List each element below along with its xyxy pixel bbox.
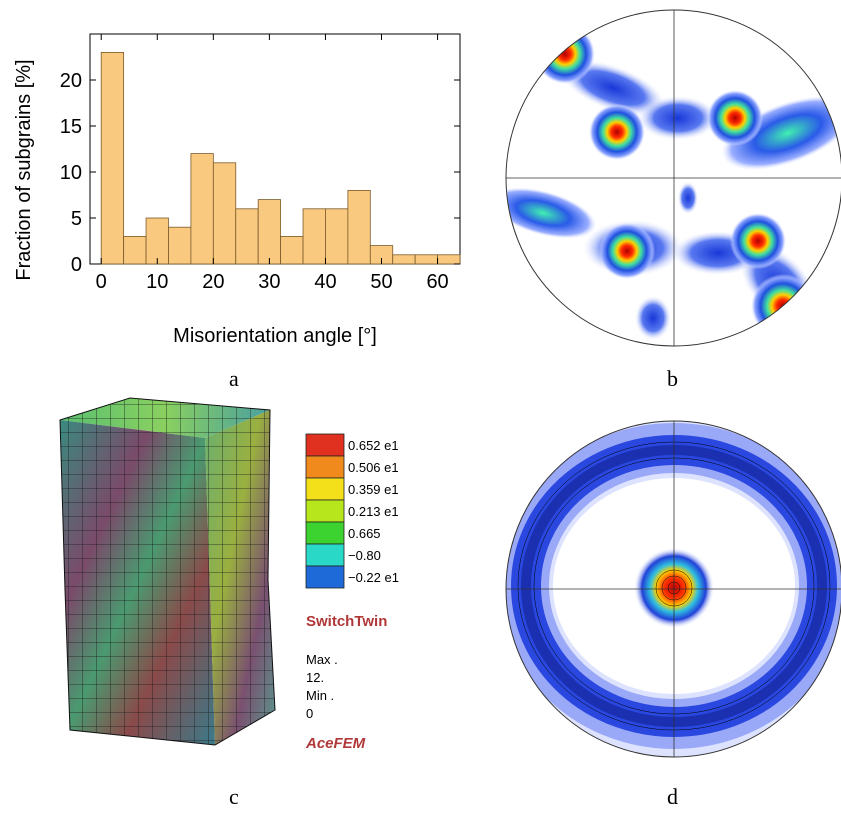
- x-tick-label: 0: [96, 271, 107, 293]
- legend-swatch: [305, 521, 345, 545]
- histogram-bar: [100, 51, 125, 265]
- pole-figure-d: [505, 420, 841, 758]
- histogram-bar: [235, 208, 259, 265]
- y-tick-label: 0: [71, 254, 82, 276]
- legend-max-value: 12.: [306, 670, 324, 685]
- panel-label-b: b: [667, 366, 678, 391]
- x-tick-label: 40: [314, 271, 336, 293]
- histogram-bar: [257, 199, 282, 265]
- histogram-bar: [414, 254, 438, 265]
- x-tick-label: 20: [202, 271, 224, 293]
- legend-swatch: [305, 455, 345, 479]
- y-tick-label: 20: [60, 70, 82, 92]
- histogram-bar: [123, 235, 147, 265]
- color-legend: 0.652 e1 0.506 e1 0.359 e1 0.213 e1 0.665 −0.…: [305, 433, 399, 752]
- histogram-bar: [212, 162, 237, 265]
- fem-mesh-model: [59, 397, 276, 746]
- histogram-bar: [190, 153, 214, 265]
- histogram-bar: [302, 208, 326, 265]
- legend-entry-label: −0.22 e1: [348, 570, 399, 585]
- y-axis-ticks: 0 5 10 15 20: [60, 70, 460, 276]
- legend-swatch: [305, 565, 345, 589]
- panel-label-c: c: [229, 784, 239, 809]
- legend-entry-label: 0.359 e1: [348, 482, 399, 497]
- y-tick-label: 10: [60, 162, 82, 184]
- legend-entry-label: 0.652 e1: [348, 438, 399, 453]
- x-axis-label: Misorientation angle [°]: [173, 325, 377, 347]
- legend-min-label: Min .: [306, 688, 334, 703]
- histogram-bar: [437, 254, 461, 265]
- legend-min-value: 0: [306, 706, 313, 721]
- x-tick-label: 10: [146, 271, 168, 293]
- legend-title: SwitchTwin: [306, 613, 387, 630]
- histogram-bar: [280, 235, 304, 265]
- legend-entry-label: −0.80: [348, 548, 381, 563]
- legend-max-label: Max .: [306, 652, 338, 667]
- legend-entry-label: 0.665: [348, 526, 381, 541]
- legend-swatches: 0.652 e1 0.506 e1 0.359 e1 0.213 e1 0.665 −0.…: [305, 433, 399, 589]
- legend-swatch: [305, 477, 345, 501]
- histogram-bar: [347, 189, 371, 265]
- legend-swatch: [305, 433, 345, 457]
- histogram-bar: [168, 226, 192, 265]
- y-axis-label: Fraction of subgrains [%]: [13, 59, 35, 280]
- x-tick-label: 50: [370, 271, 392, 293]
- brand-logo-text: AceFEM: [305, 735, 366, 752]
- y-tick-label: 15: [60, 116, 82, 138]
- panel-label-d: d: [667, 784, 678, 809]
- legend-entry-label: 0.213 e1: [348, 504, 399, 519]
- x-tick-label: 60: [426, 271, 448, 293]
- pole-figure-b: [505, 9, 841, 347]
- y-tick-label: 5: [71, 208, 82, 230]
- panel-label-a: a: [229, 366, 239, 391]
- x-axis-ticks: 0 10 20 30 40 50 60: [96, 34, 449, 293]
- legend-swatch: [305, 543, 345, 567]
- histogram-bar: [145, 217, 169, 265]
- legend-swatch: [305, 499, 345, 523]
- histogram-bars: [100, 51, 461, 265]
- x-tick-label: 30: [258, 271, 280, 293]
- legend-entry-label: 0.506 e1: [348, 460, 399, 475]
- histogram-bar: [392, 254, 416, 265]
- histogram-bar: [325, 208, 349, 265]
- histogram-chart: 0 10 20 30 40 50 60 0 5 10 15 20 Misorientation an…: [13, 33, 461, 347]
